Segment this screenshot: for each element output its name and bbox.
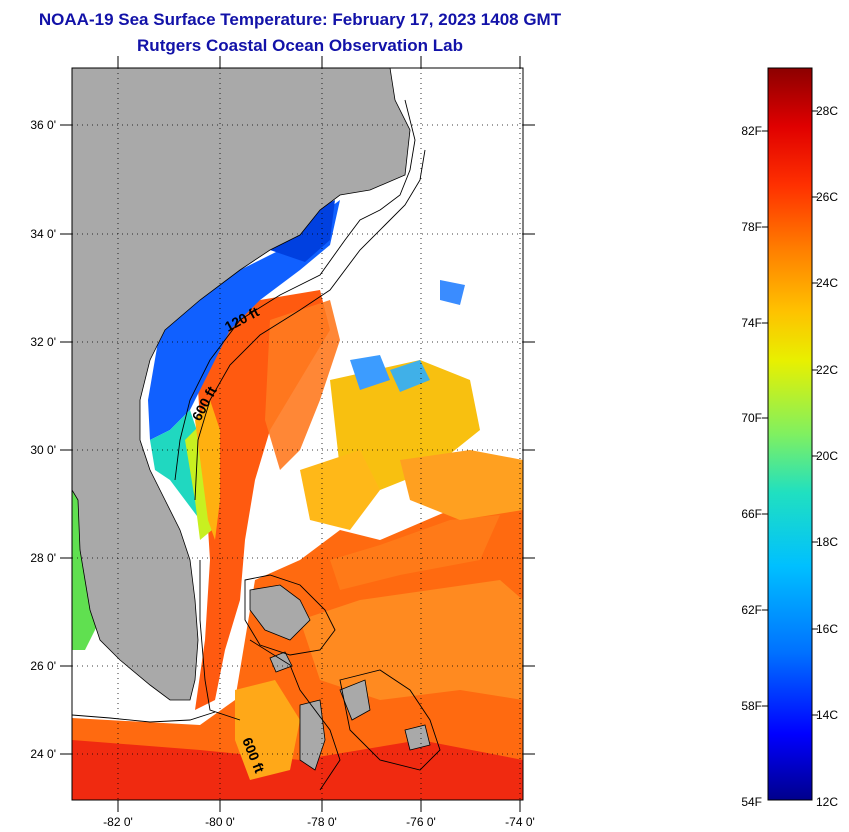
map-plot	[72, 68, 523, 800]
sst-field	[72, 200, 523, 800]
lon-label: -82 0'	[103, 815, 133, 829]
colorbar-f-label: 78F	[741, 220, 762, 234]
latitude-labels: 36 0' 34 0' 32 0' 30 0' 28 0' 26 0' 24 0…	[30, 118, 56, 761]
colorbar-f-label: 54F	[741, 795, 762, 809]
lon-label: -80 0'	[205, 815, 235, 829]
colorbar-c-label: 24C	[816, 276, 838, 290]
lat-label: 30 0'	[30, 443, 56, 457]
lon-label: -76 0'	[406, 815, 436, 829]
colorbar-ticks	[762, 110, 818, 716]
colorbar-c-label: 14C	[816, 708, 838, 722]
lat-label: 24 0'	[30, 747, 56, 761]
colorbar-c-label: 12C	[816, 795, 838, 809]
land	[72, 68, 431, 771]
colorbar-c-label: 28C	[816, 104, 838, 118]
colorbar	[767, 67, 813, 801]
lat-label: 26 0'	[30, 659, 56, 673]
colorbar-c-label: 26C	[816, 190, 838, 204]
lat-label: 28 0'	[30, 551, 56, 565]
tick-marks	[60, 56, 535, 812]
colorbar-celsius-labels: 28C 26C 24C 22C 20C 18C 16C 14C 12C	[816, 104, 838, 809]
lat-label: 36 0'	[30, 118, 56, 132]
map-title: NOAA-19 Sea Surface Temperature: Februar…	[38, 10, 562, 29]
lat-label: 32 0'	[30, 335, 56, 349]
colorbar-c-label: 18C	[816, 535, 838, 549]
map-subtitle: Rutgers Coastal Ocean Observation Lab	[137, 36, 463, 55]
colorbar-f-label: 74F	[741, 316, 762, 330]
colorbar-f-label: 58F	[741, 699, 762, 713]
colorbar-f-label: 70F	[741, 411, 762, 425]
colorbar-c-label: 16C	[816, 622, 838, 636]
colorbar-c-label: 22C	[816, 363, 838, 377]
colorbar-c-label: 20C	[816, 449, 838, 463]
longitude-labels: -82 0' -80 0' -78 0' -76 0' -74 0'	[103, 815, 535, 829]
colorbar-f-label: 62F	[741, 603, 762, 617]
bathymetry-contours	[72, 99, 441, 791]
colorbar-f-label: 66F	[741, 507, 762, 521]
graticule	[72, 68, 523, 800]
lon-label: -74 0'	[505, 815, 535, 829]
plot-frame	[71, 67, 524, 801]
lat-label: 34 0'	[30, 227, 56, 241]
lon-label: -78 0'	[307, 815, 337, 829]
colorbar-f-label: 82F	[741, 124, 762, 138]
colorbar-fahrenheit-labels: 82F 78F 74F 70F 66F 62F 58F 54F	[741, 124, 762, 809]
